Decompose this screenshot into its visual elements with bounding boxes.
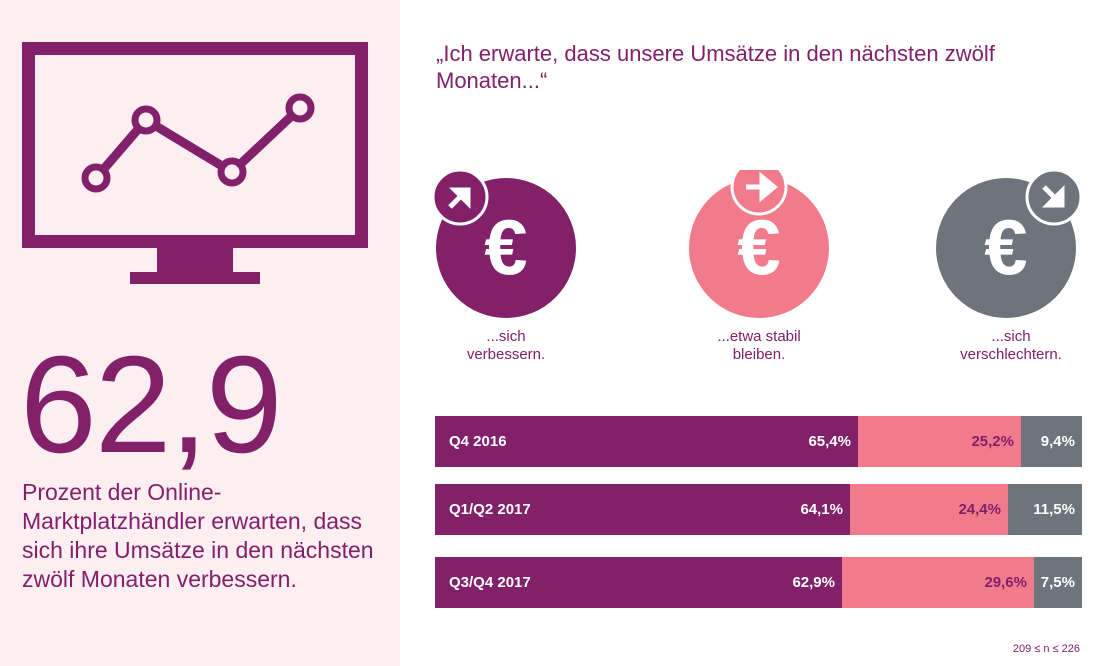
- euro-arrow-down-right-icon: €: [936, 170, 1083, 318]
- category-stable: € ...etwa stabil bleiben.: [659, 170, 859, 364]
- bar-segment-worse: 9,4%: [1021, 416, 1082, 467]
- bar-row: 65,4% 25,2% 9,4% Q4 2016: [435, 416, 1082, 467]
- left-panel: 62,9 Prozent der Online-Marktplatzhändle…: [0, 0, 400, 666]
- bar-row: 64,1% 24,4% 11,5% Q1/Q2 2017: [435, 484, 1082, 535]
- data-label: 29,6%: [984, 574, 1027, 591]
- bar-segment-improve: 62,9%: [435, 557, 842, 608]
- bar-segment-worse: 11,5%: [1008, 484, 1082, 535]
- data-label: 65,4%: [808, 433, 851, 450]
- data-label: 11,5%: [1033, 501, 1075, 518]
- headline: „Ich erwarte, dass unsere Umsätze in den…: [436, 41, 995, 93]
- bar-category-label: Q1/Q2 2017: [449, 501, 531, 518]
- monitor-chart-icon: [22, 42, 368, 284]
- category-improve: € ...sich verbessern.: [406, 170, 606, 364]
- category-label: ...etwa stabil bleiben.: [717, 328, 801, 363]
- data-label: 25,2%: [971, 433, 1014, 450]
- data-label: 24,4%: [958, 501, 1001, 518]
- category-label: ...sich verschlechtern.: [960, 328, 1062, 363]
- category-worse: € ...sich verschlechtern.: [911, 170, 1100, 364]
- bar-segment-worse: 7,5%: [1034, 557, 1082, 608]
- svg-text:€: €: [737, 203, 780, 291]
- category-label: ...sich verbessern.: [466, 328, 546, 363]
- euro-arrow-right-icon: €: [689, 170, 829, 318]
- svg-text:€: €: [484, 203, 527, 291]
- data-label: 7,5%: [1040, 574, 1075, 591]
- big-number-caption: Prozent der Online-Marktplatzhändler erw…: [22, 479, 374, 592]
- bar-segment-stable: 24,4%: [850, 484, 1008, 535]
- bar-segment-stable: 29,6%: [842, 557, 1034, 608]
- data-label: 64,1%: [800, 501, 843, 518]
- svg-text:€: €: [984, 203, 1027, 291]
- bar-category-label: Q3/Q4 2017: [449, 574, 531, 591]
- euro-arrow-up-right-icon: €: [431, 170, 576, 318]
- sample-size-note: 209 ≤ n ≤ 226: [1012, 643, 1080, 655]
- data-label: 62,9%: [792, 574, 835, 591]
- bar-segment-improve: 65,4%: [435, 416, 858, 467]
- bar-segment-improve: 64,1%: [435, 484, 850, 535]
- bar-category-label: Q4 2016: [449, 433, 507, 450]
- bar-row: 62,9% 29,6% 7,5% Q3/Q4 2017: [435, 557, 1082, 608]
- data-label: 9,4%: [1040, 433, 1075, 450]
- bar-segment-stable: 25,2%: [858, 416, 1021, 467]
- big-number: 62,9: [20, 328, 283, 482]
